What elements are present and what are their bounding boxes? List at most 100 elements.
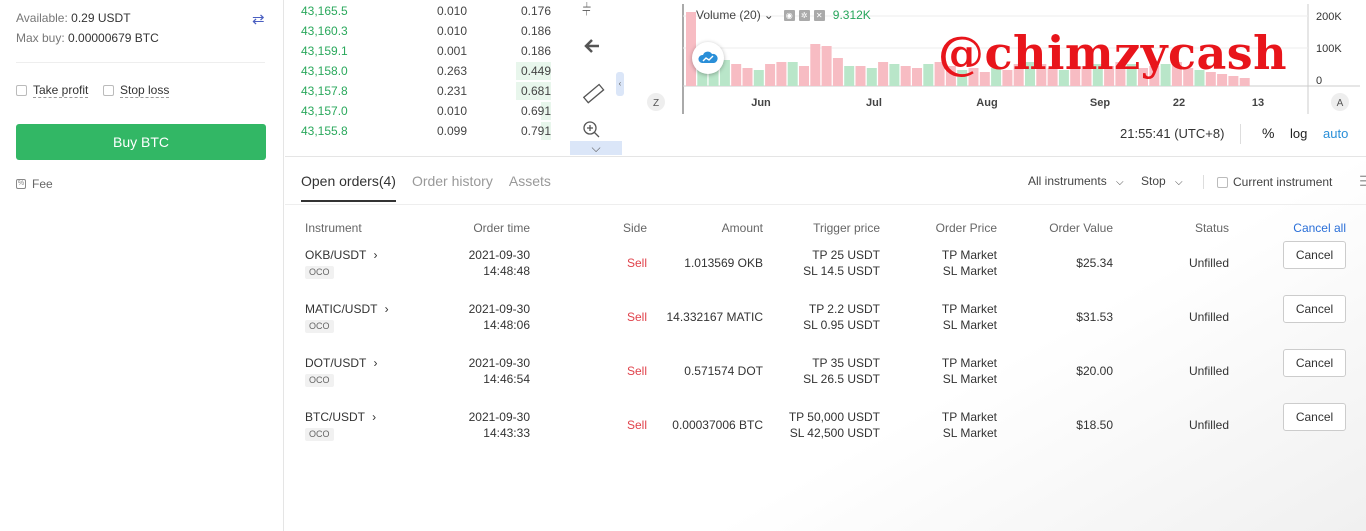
orderbook-row[interactable]: 43,157.0 0.010 0.691 [285,101,555,121]
volume-bar [923,64,934,86]
tp-trigger: TP 35 USDT [812,356,880,370]
eye-icon[interactable]: ◉ [783,9,795,21]
tp-price: TP Market [941,356,997,370]
chart-time: 21:55:41 (UTC+8) [1120,126,1225,141]
chevron-down-icon: ⌵ [1116,177,1124,188]
volume-bar [1205,72,1216,86]
orderbook-price: 43,157.0 [301,104,348,118]
orderbook-row[interactable]: 43,160.3 0.010 0.186 [285,21,555,41]
sl-trigger: SL 26.5 USDT [803,372,880,386]
instrument-cell[interactable]: OKB/USDT › OCO [305,247,377,279]
instrument-name: DOT/USDT [305,356,367,370]
orderbook-price: 43,155.8 [301,124,348,138]
instrument-cell[interactable]: DOT/USDT › OCO [305,355,377,387]
orderbook-row[interactable]: 43,159.1 0.001 0.186 [285,41,555,61]
log-scale-button[interactable]: log [1290,126,1308,141]
volume-bar [1149,66,1160,86]
volume-bar [821,46,832,86]
swap-icon[interactable]: ⇄ [252,11,265,28]
volume-bar [855,66,866,86]
orderbook-row[interactable]: 43,155.8 0.099 0.791 [285,121,555,141]
volume-bar [1126,64,1137,86]
instrument-cell[interactable]: BTC/USDT › OCO [305,409,376,441]
take-profit-checkbox[interactable]: Take profit [16,83,89,98]
fee-link[interactable]: % Fee [16,177,53,191]
settings-icon[interactable]: ✲ [798,9,810,21]
cancel-button[interactable]: Cancel [1283,349,1346,377]
orderbook-amount: 0.263 [436,64,467,78]
chevron-down-icon[interactable]: ⌵ [570,141,622,155]
ruler-icon[interactable] [582,82,606,106]
x-tick-label: Sep [1090,97,1110,109]
cancel-all-link[interactable]: Cancel all [1293,221,1346,235]
volume-bar [1160,64,1171,86]
arrow-left-icon[interactable] [582,36,602,56]
buy-button[interactable]: Buy BTC [16,124,266,160]
instruments-filter[interactable]: All instruments ⌵ [1028,174,1124,188]
order-value-cell: $18.50 [1076,418,1113,432]
checkbox-box[interactable] [103,85,114,96]
amount-cell: 0.00037006 BTC [672,418,763,432]
orders-tabs: Open orders(4) Order history Assets [301,173,567,202]
percent-scale-button[interactable]: % [1262,125,1275,141]
chevron-down-icon: ⌵ [1175,177,1183,188]
volume-indicator: Volume (20) ⌄ ◉ ✲ ✕ 9.312K [696,8,871,22]
z-button[interactable] [647,93,665,111]
zoom-in-icon[interactable] [582,120,602,140]
volume-bar [1217,74,1228,86]
volume-bar [787,62,798,86]
tab-open-orders[interactable]: Open orders(4) [301,173,396,202]
panel-handle[interactable]: ‹ [616,72,624,96]
cancel-button[interactable]: Cancel [1283,403,1346,431]
volume-bar [1047,68,1058,86]
divider [16,62,265,63]
checkbox-box[interactable] [16,85,27,96]
header-status: Status [1194,221,1229,235]
order-type-filter[interactable]: Stop ⌵ [1141,174,1183,188]
order-date: 2021-09-30 [468,356,530,370]
tab-order-history[interactable]: Order history [411,173,493,189]
a-button-label: A [1337,98,1344,109]
orderbook-amount: 0.001 [436,44,467,58]
maxbuy-value: 0.00000679 BTC [68,31,159,45]
volume-bar [1171,62,1182,86]
sl-price: SL Market [942,372,997,386]
order-date: 2021-09-30 [468,302,530,316]
auto-scale-button[interactable]: auto [1323,126,1349,141]
z-button-label: Z [653,98,659,109]
chevron-down-icon[interactable]: ⌄ [763,8,774,22]
amount-cell: 14.332167 MATIC [666,310,764,324]
x-tick-label: 22 [1173,97,1185,109]
orderbook-price: 43,159.1 [301,44,348,58]
cancel-button[interactable]: Cancel [1283,295,1346,323]
orderbook-amount: 0.010 [436,4,467,18]
volume-bar [1092,64,1103,86]
instrument-cell[interactable]: MATIC/USDT › OCO [305,301,389,333]
current-instrument-checkbox[interactable]: Current instrument [1217,175,1332,189]
trigger-price-cell: TP 35 USDT SL 26.5 USDT [760,355,880,387]
checkbox-box[interactable] [1217,176,1228,188]
volume-bar [912,68,922,86]
divider [1240,124,1241,144]
order-time: 14:46:54 [483,372,530,386]
orderbook-row[interactable]: 43,158.0 0.263 0.449 [285,61,555,81]
volume-bar [968,68,979,86]
menu-icon[interactable]: ☰ [1359,173,1366,189]
volume-label: Volume (20) [696,8,761,22]
close-icon[interactable]: ✕ [813,9,825,21]
cancel-button[interactable]: Cancel [1283,241,1346,269]
stop-loss-checkbox[interactable]: Stop loss [103,83,170,98]
order-time-cell: 2021-09-30 14:46:54 [430,355,530,387]
order-book: 43,165.5 0.010 0.176 43,160.3 0.010 0.186 43,1… [285,0,560,155]
volume-bar [1025,62,1035,86]
tab-assets[interactable]: Assets [508,173,551,189]
orderbook-row[interactable]: 43,165.5 0.010 0.176 [285,1,555,21]
crosshair-icon[interactable]: ⫩ [582,2,592,19]
trigger-price-cell: TP 25 USDT SL 14.5 USDT [760,247,880,279]
tp-trigger: TP 50,000 USDT [788,410,880,424]
volume-bar [1115,62,1126,86]
orderbook-row[interactable]: 43,157.8 0.231 0.681 [285,81,555,101]
volume-bar [844,66,855,86]
order-price-cell: TP Market SL Market [897,409,997,441]
a-button[interactable] [1331,93,1349,111]
